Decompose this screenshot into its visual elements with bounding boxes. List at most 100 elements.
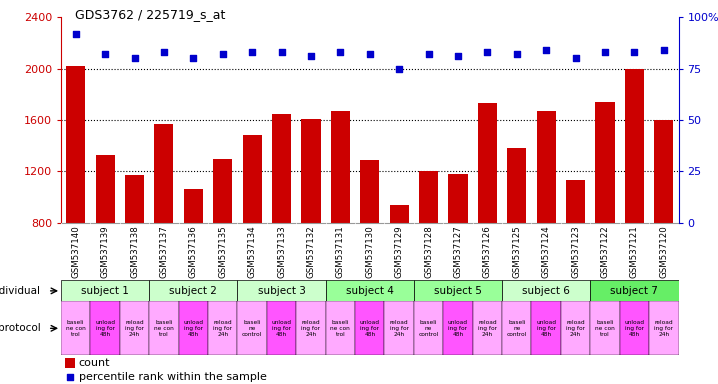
Bar bbox=[649, 301, 679, 355]
Point bbox=[187, 55, 199, 61]
Bar bbox=[243, 136, 262, 223]
Bar bbox=[331, 111, 350, 223]
Bar bbox=[414, 280, 502, 301]
Bar bbox=[507, 148, 526, 223]
Point bbox=[99, 51, 111, 57]
Bar bbox=[561, 301, 590, 355]
Bar bbox=[297, 301, 326, 355]
Bar bbox=[154, 124, 174, 223]
Text: protocol: protocol bbox=[0, 323, 40, 333]
Text: reload
ing for
24h: reload ing for 24h bbox=[566, 320, 585, 337]
Bar bbox=[184, 189, 203, 223]
Text: GSM537132: GSM537132 bbox=[307, 225, 315, 278]
Text: GSM537137: GSM537137 bbox=[159, 225, 169, 278]
Bar bbox=[590, 301, 620, 355]
Bar bbox=[414, 301, 443, 355]
Text: GSM537138: GSM537138 bbox=[130, 225, 139, 278]
Bar bbox=[449, 174, 467, 223]
Bar bbox=[419, 171, 438, 223]
Text: unload
ing for
48h: unload ing for 48h bbox=[625, 320, 644, 337]
Bar bbox=[213, 159, 233, 223]
Bar bbox=[149, 280, 238, 301]
Text: GSM537130: GSM537130 bbox=[365, 225, 374, 278]
Bar bbox=[61, 301, 90, 355]
Text: reload
ing for
24h: reload ing for 24h bbox=[125, 320, 144, 337]
Point bbox=[541, 47, 552, 53]
Text: GSM537131: GSM537131 bbox=[336, 225, 345, 278]
Text: reload
ing for
24h: reload ing for 24h bbox=[302, 320, 320, 337]
Text: subject 4: subject 4 bbox=[346, 286, 393, 296]
Point bbox=[423, 51, 434, 57]
Text: unload
ing for
48h: unload ing for 48h bbox=[95, 320, 115, 337]
Text: subject 7: subject 7 bbox=[610, 286, 658, 296]
Bar bbox=[502, 280, 590, 301]
Bar bbox=[360, 160, 379, 223]
Text: subject 5: subject 5 bbox=[434, 286, 482, 296]
Bar bbox=[566, 180, 585, 223]
Bar bbox=[267, 301, 297, 355]
Bar bbox=[208, 301, 238, 355]
Text: baseli
ne con
trol: baseli ne con trol bbox=[595, 320, 615, 337]
Text: GDS3762 / 225719_s_at: GDS3762 / 225719_s_at bbox=[75, 8, 225, 21]
Bar bbox=[384, 301, 414, 355]
Point bbox=[246, 49, 258, 55]
Text: baseli
ne
control: baseli ne control bbox=[507, 320, 527, 337]
Text: GSM537139: GSM537139 bbox=[101, 225, 110, 278]
Bar bbox=[625, 69, 644, 223]
Bar bbox=[390, 205, 409, 223]
Point bbox=[600, 49, 611, 55]
Point bbox=[452, 53, 464, 60]
Bar bbox=[65, 358, 75, 368]
Bar bbox=[531, 301, 561, 355]
Text: reload
ing for
24h: reload ing for 24h bbox=[654, 320, 673, 337]
Text: baseli
ne
control: baseli ne control bbox=[242, 320, 262, 337]
Text: GSM537125: GSM537125 bbox=[512, 225, 521, 278]
Text: GSM537133: GSM537133 bbox=[277, 225, 286, 278]
Bar bbox=[238, 280, 326, 301]
Text: GSM537134: GSM537134 bbox=[248, 225, 256, 278]
Text: GSM537135: GSM537135 bbox=[218, 225, 228, 278]
Text: GSM537136: GSM537136 bbox=[189, 225, 198, 278]
Text: percentile rank within the sample: percentile rank within the sample bbox=[79, 372, 266, 382]
Text: baseli
ne
control: baseli ne control bbox=[419, 320, 439, 337]
Bar bbox=[326, 301, 355, 355]
Text: unload
ing for
48h: unload ing for 48h bbox=[271, 320, 292, 337]
Point bbox=[158, 49, 169, 55]
Bar bbox=[478, 103, 497, 223]
Bar bbox=[502, 301, 531, 355]
Bar bbox=[620, 301, 649, 355]
Text: GSM537122: GSM537122 bbox=[600, 225, 610, 278]
Text: GSM537126: GSM537126 bbox=[483, 225, 492, 278]
Text: unload
ing for
48h: unload ing for 48h bbox=[183, 320, 203, 337]
Bar bbox=[302, 119, 320, 223]
Point bbox=[658, 47, 670, 53]
Point bbox=[305, 53, 317, 60]
Text: reload
ing for
24h: reload ing for 24h bbox=[478, 320, 497, 337]
Bar bbox=[472, 301, 502, 355]
Bar bbox=[95, 155, 115, 223]
Text: baseli
ne con
trol: baseli ne con trol bbox=[330, 320, 350, 337]
Text: subject 6: subject 6 bbox=[522, 286, 570, 296]
Text: baseli
ne con
trol: baseli ne con trol bbox=[154, 320, 174, 337]
Text: GSM537127: GSM537127 bbox=[454, 225, 462, 278]
Bar bbox=[272, 114, 291, 223]
Text: GSM537121: GSM537121 bbox=[630, 225, 639, 278]
Bar bbox=[590, 280, 679, 301]
Text: GSM537140: GSM537140 bbox=[71, 225, 80, 278]
Point bbox=[335, 49, 346, 55]
Text: reload
ing for
24h: reload ing for 24h bbox=[213, 320, 232, 337]
Text: baseli
ne con
trol: baseli ne con trol bbox=[66, 320, 85, 337]
Point bbox=[570, 55, 582, 61]
Point bbox=[393, 66, 405, 72]
Point bbox=[332, 301, 343, 307]
Text: GSM537120: GSM537120 bbox=[659, 225, 668, 278]
Text: unload
ing for
48h: unload ing for 48h bbox=[536, 320, 556, 337]
Point bbox=[276, 49, 287, 55]
Text: reload
ing for
24h: reload ing for 24h bbox=[390, 320, 409, 337]
Bar bbox=[355, 301, 384, 355]
Text: subject 1: subject 1 bbox=[81, 286, 129, 296]
Point bbox=[364, 51, 376, 57]
Bar bbox=[120, 301, 149, 355]
Text: GSM537128: GSM537128 bbox=[424, 225, 433, 278]
Text: subject 2: subject 2 bbox=[169, 286, 218, 296]
